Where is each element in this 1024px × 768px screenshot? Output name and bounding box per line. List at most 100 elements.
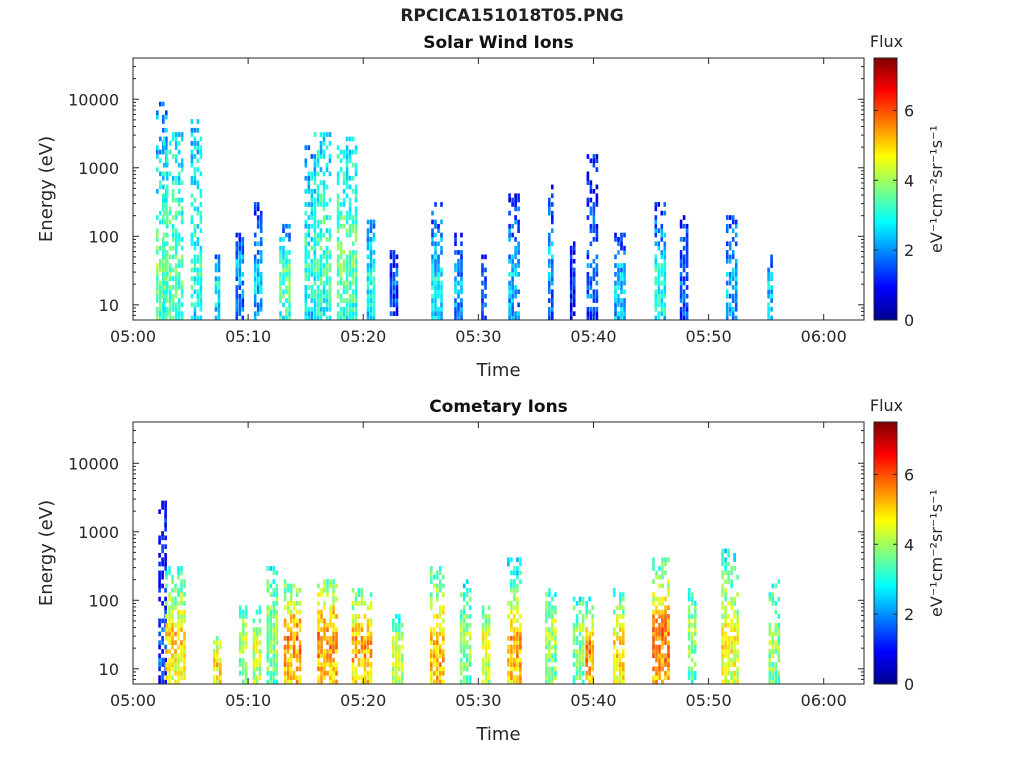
flux-cell: [545, 675, 548, 680]
flux-cell: [214, 285, 218, 290]
flux-cell: [177, 197, 181, 203]
flux-cell: [613, 587, 616, 593]
flux-cell: [462, 636, 466, 641]
flux-cell: [592, 202, 596, 207]
flux-cell: [595, 158, 599, 164]
flux-cell: [586, 289, 590, 295]
flux-cell: [733, 649, 736, 654]
flux-cell: [725, 241, 729, 247]
flux-cell: [771, 675, 775, 680]
flux-cell: [165, 141, 168, 146]
flux-cell: [168, 675, 171, 680]
flux-cell: [238, 662, 242, 667]
flux-cell: [551, 657, 554, 663]
flux-cell: [193, 302, 197, 308]
flux-cell: [514, 285, 517, 290]
flux-cell: [682, 298, 686, 303]
flux-cell: [578, 609, 582, 615]
flux-cell: [661, 601, 664, 606]
flux-cell: [279, 272, 282, 277]
flux-cell: [430, 640, 433, 645]
flux-cell: [335, 636, 338, 641]
flux-cell: [734, 276, 738, 281]
flux-cell: [345, 145, 349, 150]
flux-cell: [295, 653, 299, 659]
flux-cell: [462, 649, 466, 654]
flux-cell: [275, 649, 279, 654]
flux-cell: [162, 210, 166, 216]
flux-cell: [329, 666, 332, 672]
flux-cell: [286, 649, 290, 654]
flux-cell: [351, 311, 355, 316]
flux-cell: [158, 570, 161, 576]
flux-cell: [174, 653, 177, 659]
flux-cell: [252, 679, 256, 685]
flux-cell: [436, 675, 439, 680]
flux-cell: [578, 670, 582, 676]
flux-cell: [727, 601, 730, 606]
flux-cell: [585, 627, 588, 632]
flux-cell: [440, 306, 443, 312]
flux-cell: [348, 175, 352, 181]
flux-cell: [569, 285, 573, 290]
flux-cell: [319, 245, 323, 251]
flux-cell: [366, 311, 370, 316]
flux-cell: [196, 241, 200, 247]
flux-cell: [213, 662, 216, 667]
flux-cell: [731, 306, 735, 312]
flux-cell: [652, 592, 655, 597]
flux-cell: [298, 640, 302, 645]
flux-cell: [177, 315, 181, 321]
flux-cell: [551, 311, 554, 316]
flux-cell: [551, 609, 554, 615]
flux-cell: [462, 653, 466, 659]
flux-cell: [304, 237, 308, 242]
flux-cell: [174, 293, 178, 299]
flux-cell: [657, 302, 661, 308]
flux-cell: [578, 601, 582, 606]
flux-cell: [508, 228, 511, 233]
flux-cell: [288, 263, 291, 268]
flux-cell: [663, 263, 667, 268]
flux-cell: [513, 579, 516, 584]
flux-cell: [661, 657, 664, 663]
flux-cell: [433, 640, 436, 645]
flux-cell: [174, 267, 178, 273]
flux-cell: [682, 315, 686, 321]
flux-cell: [430, 570, 433, 576]
flux-cell: [519, 627, 522, 632]
flux-cell: [272, 570, 276, 576]
flux-cell: [622, 675, 625, 680]
flux-cell: [736, 618, 739, 624]
flux-cell: [481, 289, 484, 295]
flux-cell: [581, 653, 585, 659]
flux-cell: [481, 605, 485, 611]
flux-cell: [731, 276, 735, 281]
flux-cell: [369, 662, 373, 667]
flux-cell: [434, 267, 437, 273]
flux-cell: [258, 627, 262, 632]
flux-cell: [437, 254, 440, 260]
flux-cell: [342, 171, 346, 177]
flux-cell: [721, 649, 724, 654]
flux-cell: [454, 302, 457, 308]
flux-cell: [736, 631, 739, 637]
flux-cell: [667, 557, 670, 563]
flux-cell: [664, 609, 667, 615]
flux-cell: [354, 592, 358, 597]
flux-cell: [190, 258, 194, 264]
flux-cell: [548, 666, 551, 672]
flux-cell: [652, 614, 655, 619]
flux-cell: [465, 679, 469, 685]
flux-cell: [244, 666, 248, 672]
flux-cell: [307, 250, 311, 255]
flux-cell: [180, 132, 184, 137]
flux-cell: [164, 596, 167, 602]
flux-cell: [510, 627, 513, 632]
flux-cell: [551, 627, 554, 632]
flux-cell: [721, 548, 724, 554]
flux-cell: [430, 601, 433, 606]
flux-cell: [654, 202, 658, 207]
flux-cell: [454, 263, 457, 268]
flux-cell: [253, 258, 257, 264]
